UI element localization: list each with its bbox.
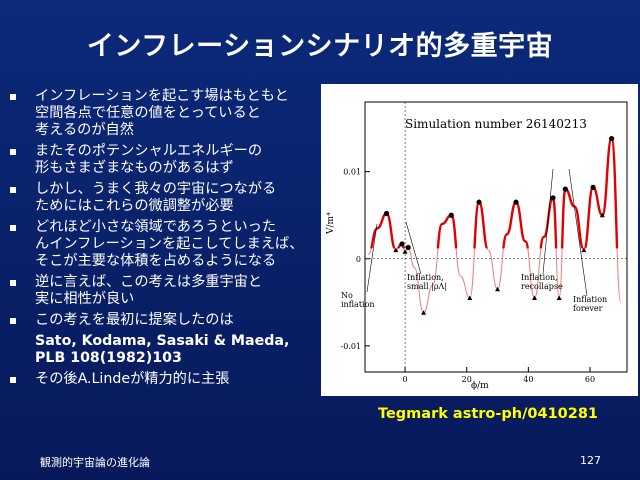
bullet-text-line: 形もさまざまなものがあるはず — [35, 160, 234, 176]
bullet-list: インフレーションを起こす場はもともと 空間各点で任意の値をとっていると 考えるの… — [8, 88, 324, 392]
bullet-item: 逆に言えば、この考えは多重宇宙と 実に相性が良い — [8, 274, 324, 308]
x-tick-label: 20 — [462, 375, 472, 384]
citation-line: PLB 108(1982)103 — [35, 350, 182, 366]
bullet-text-line: その後A.Lindeが精力的に主張 — [35, 371, 230, 387]
bullet-item: どれほど小さな領域であろうといった んインフレーションを起こしてしまえば、 そこ… — [8, 219, 324, 270]
y-tick-label: -0.01 — [340, 342, 361, 351]
bullet-item: この考えを最初に提案したのは — [8, 312, 324, 329]
annotation-small-lambda-line2: small |ρΛ| — [407, 282, 447, 291]
local-minimum-point — [402, 249, 408, 254]
plot-frame — [364, 101, 628, 373]
local-maximum-point — [476, 199, 482, 205]
y-tick-label: 0 — [356, 255, 361, 264]
local-maximum-point — [608, 135, 615, 142]
local-minimum-point — [393, 247, 399, 253]
x-tick-label: 60 — [585, 375, 595, 384]
annotation-no-inflation-line1: No — [341, 291, 353, 300]
x-tick-label: 40 — [523, 375, 533, 384]
bullet-text-line: んインフレーションを起こしてしまえば、 — [35, 236, 304, 252]
footer-title: 観測的宇宙論の進化論 — [40, 456, 150, 469]
local-minimum-point — [467, 295, 473, 300]
slide-title: インフレーションシナリオ的多重宇宙 — [86, 31, 554, 62]
annotation-pointer — [366, 223, 378, 293]
simulation-figure: Simulation number 26140213 V/m⁴ ϕ/m 0.01… — [321, 84, 638, 396]
bullet-item: またそのポテンシャルエネルギーの 形もさまざまなものがあるはず — [8, 143, 324, 177]
citation-line: Sato, Kodama, Sasaki & Maeda, — [35, 333, 290, 349]
annotation-forever-line1: Inflation — [573, 295, 607, 304]
inflating-segments — [370, 137, 619, 249]
plot-title: Simulation number 26140213 — [405, 117, 587, 131]
annotation-recollapse-line1: Inflation, — [521, 273, 558, 282]
annotation-forever-line2: forever — [573, 304, 603, 313]
annotation-small-lambda-line1: Inflation, — [407, 273, 444, 282]
local-maximum-point — [383, 210, 390, 217]
annotation-recollapse-line2: recollapse — [521, 282, 563, 291]
local-minimum-point — [556, 295, 562, 300]
local-minimum-point — [581, 247, 587, 253]
local-maximum-point — [448, 212, 454, 218]
bullet-square-icon — [10, 318, 16, 324]
potential-plot: Simulation number 26140213 V/m⁴ ϕ/m 0.01… — [326, 101, 628, 391]
bullet-item: インフレーションを起こす場はもともと 空間各点で任意の値をとっていると 考えるの… — [8, 88, 324, 139]
x-axis-label: ϕ/m — [471, 381, 489, 391]
local-maximum-point — [562, 186, 568, 192]
bullet-text-line: そこが主要な体積を占めるようになる — [35, 253, 277, 269]
citation-authors: Sato, Kodama, Sasaki & Maeda, PLB 108(19… — [8, 333, 324, 367]
y-tick-label: 0.01 — [343, 168, 361, 177]
bullet-square-icon — [10, 280, 16, 286]
local-maximum-point — [399, 241, 405, 247]
bullet-text-line: どれほど小さな領域であろうといった — [35, 219, 277, 235]
local-maximum-point — [513, 199, 519, 205]
local-minimum-point — [495, 286, 501, 292]
bullet-square-icon — [10, 94, 16, 100]
bullet-text-line: 空間各点で任意の値をとっていると — [35, 105, 261, 121]
bullet-square-icon — [10, 149, 16, 155]
potential-curve — [367, 138, 622, 314]
bullet-item: しかし、うまく我々の宇宙につながる ためにはこれらの微調整が必要 — [8, 181, 324, 215]
bullet-text-line: ためにはこれらの微調整が必要 — [35, 198, 234, 214]
x-tick-label: 0 — [403, 375, 408, 384]
local-minimum-point — [421, 310, 427, 315]
annotation-no-inflation-line2: inflation — [341, 300, 375, 309]
bullet-text-line: しかし、うまく我々の宇宙につながる — [35, 181, 277, 197]
bullet-text-line: 逆に言えば、この考えは多重宇宙と — [35, 274, 263, 290]
bullet-text-line: またそのポテンシャルエネルギーの — [35, 143, 263, 159]
bullet-square-icon — [10, 225, 16, 231]
bullet-text-line: この考えを最初に提案したのは — [35, 312, 234, 328]
y-axis-label: V/m⁴ — [326, 212, 336, 235]
bullet-square-icon — [10, 377, 16, 383]
local-maximum-point — [590, 184, 596, 190]
annotation-pointer — [542, 168, 554, 275]
annotation-pointer — [405, 221, 422, 275]
bullet-text-line: 実に相性が良い — [35, 291, 135, 307]
bullet-item: その後A.Lindeが精力的に主張 — [8, 371, 324, 388]
bullet-text-line: 考えるのが自然 — [35, 122, 134, 138]
local-maximum-point — [405, 244, 411, 251]
local-maximum-point — [550, 195, 556, 201]
page-number: 127 — [580, 454, 601, 467]
bullet-text-line: インフレーションを起こす場はもともと — [35, 88, 289, 104]
annotation-pointer — [568, 168, 588, 297]
local-minimum-point — [532, 295, 538, 300]
figure-caption: Tegmark astro-ph/0410281 — [378, 406, 599, 422]
local-minimum-point — [599, 212, 605, 218]
bullet-square-icon — [10, 187, 16, 193]
